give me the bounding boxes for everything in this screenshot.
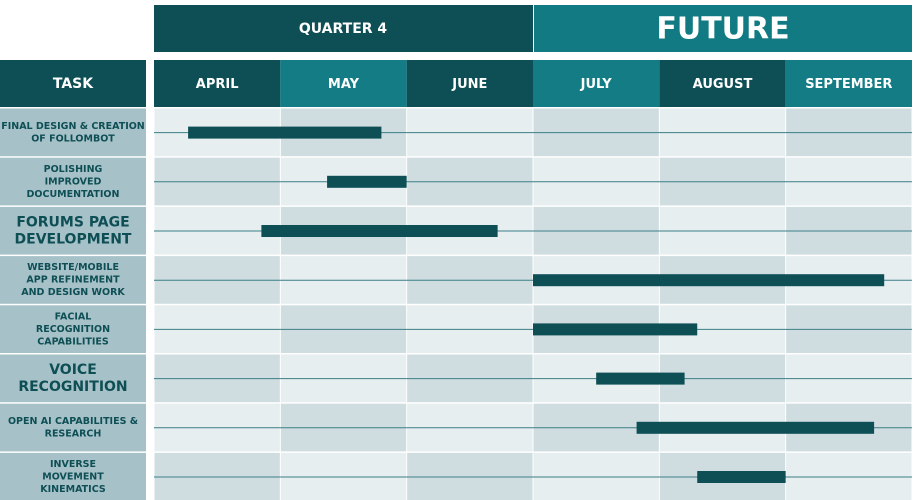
quarter-header-label: QUARTER 4 (299, 21, 388, 37)
task-duration-bar (533, 323, 698, 336)
task-cell (0, 452, 146, 500)
quarter-header-band (154, 5, 533, 52)
month-label: JUNE (451, 77, 487, 92)
task-label: APP REFINEMENT (26, 275, 120, 286)
month-label: JULY (580, 77, 613, 92)
task-label: OPEN AI CAPABILITIES & (8, 416, 138, 427)
task-duration-bar (327, 175, 407, 188)
month-header-cell (659, 60, 786, 107)
task-cell (0, 206, 146, 255)
task-label: VOICE (49, 362, 97, 378)
task-label: DEVELOPMENT (15, 232, 132, 248)
task-label: KINEMATICS (40, 484, 106, 495)
task-cell (0, 256, 146, 304)
month-header-cell (406, 60, 533, 107)
task-header-cell (0, 60, 146, 107)
task-cell (0, 108, 146, 157)
task-duration-bar (596, 372, 685, 385)
month-label: MAY (328, 77, 360, 92)
month-header-cell (154, 60, 281, 107)
task-label: IMPROVED (45, 176, 102, 187)
task-label: RECOGNITION (18, 379, 127, 395)
task-label: INVERSE (50, 459, 96, 470)
grid-cell (533, 452, 659, 500)
task-label: OF FOLLOMBOT (31, 133, 115, 144)
grid-cell (280, 452, 407, 500)
task-label: FORUMS PAGE (16, 215, 129, 231)
task-label: FACIAL (55, 311, 92, 322)
grid-cell (407, 452, 533, 500)
task-duration-bar (261, 225, 498, 237)
month-label: SEPTEMBER (805, 77, 892, 92)
task-duration-bar (188, 126, 382, 139)
future-header-band (534, 5, 912, 52)
month-header-cell (785, 60, 912, 107)
task-label: WEBSITE/MOBILE (27, 262, 119, 273)
task-label: RESEARCH (45, 429, 102, 440)
task-cell (0, 305, 146, 353)
month-header-cell (280, 60, 407, 107)
grid-cell (786, 452, 912, 500)
month-label: APRIL (196, 77, 239, 92)
task-cell (0, 157, 146, 206)
task-cell (0, 403, 146, 452)
month-label: AUGUST (693, 77, 753, 92)
task-label: DOCUMENTATION (27, 189, 120, 200)
task-duration-bar (533, 274, 885, 287)
task-duration-bar (697, 471, 786, 483)
task-label: POLISHING (44, 164, 103, 175)
task-label: CAPABILITIES (37, 336, 109, 347)
task-label: MOVEMENT (42, 472, 104, 483)
task-cell (0, 354, 146, 403)
task-header-label: TASK (53, 76, 94, 92)
future-header-label: FUTURE (656, 12, 789, 47)
task-label: FINAL DESIGN & CREATION (1, 121, 145, 132)
grid-cell (154, 452, 280, 500)
task-label: RECOGNITION (36, 324, 110, 335)
month-header-cell (533, 60, 660, 107)
task-label: AND DESIGN WORK (21, 287, 125, 298)
task-duration-bar (636, 421, 875, 434)
